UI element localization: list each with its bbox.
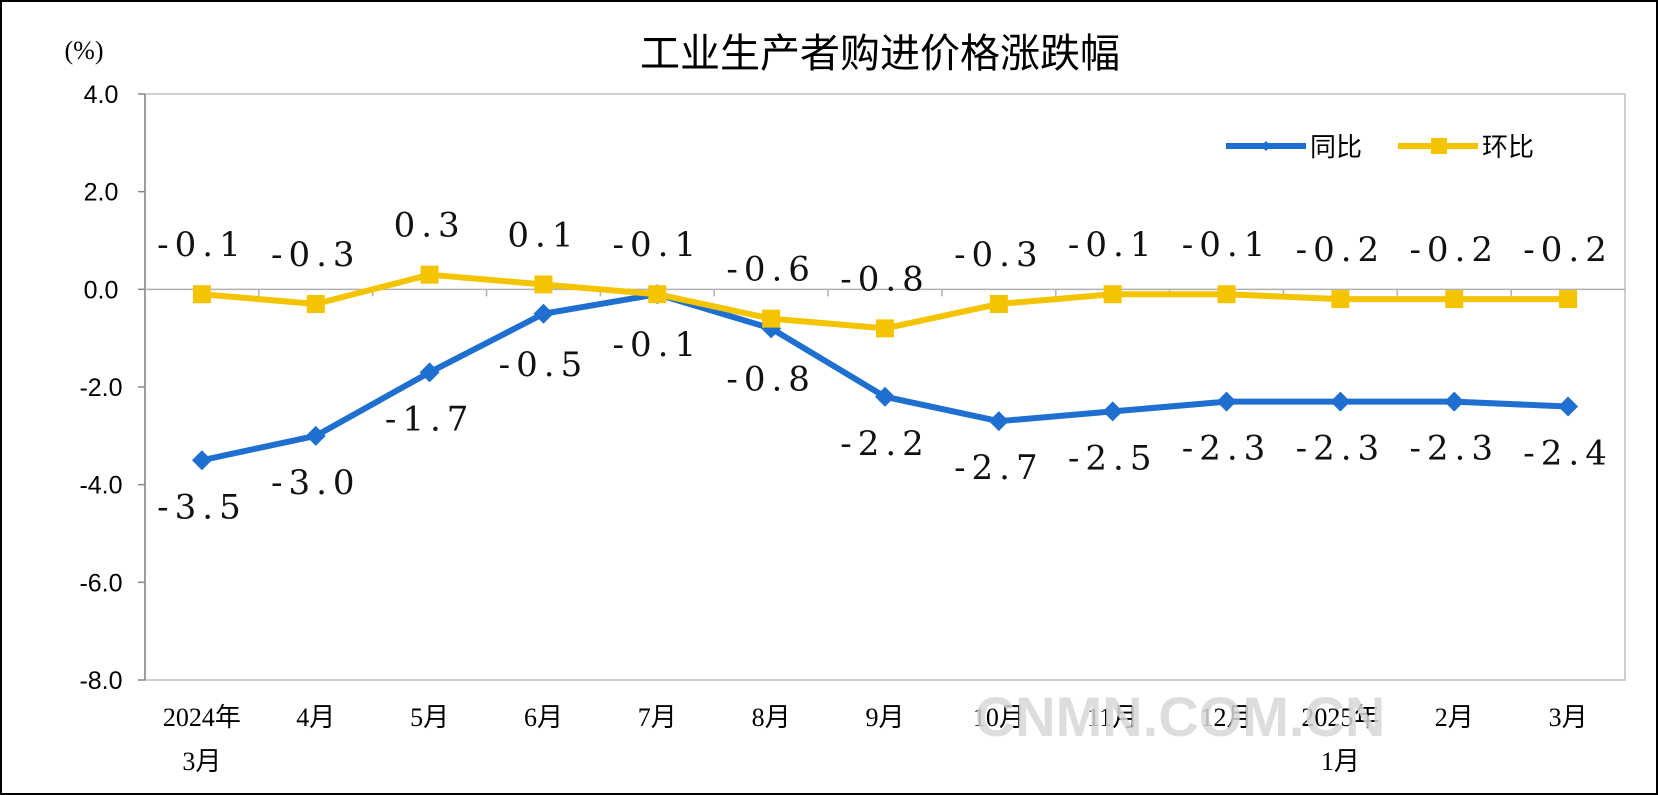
y-tick-label: 2.0 <box>84 179 119 207</box>
yoy-point <box>988 411 1009 432</box>
mom-point <box>762 309 781 328</box>
mom-point <box>420 265 439 284</box>
yoy-data-label: -2.2 <box>840 424 930 464</box>
mom-data-label: 0.1 <box>507 215 579 255</box>
yoy-data-label: -0.1 <box>613 325 703 365</box>
chart-title: 工业生产者购进价格涨跌幅 <box>640 31 1120 77</box>
yoy-data-label: -2.3 <box>1182 429 1272 469</box>
y-tick-label: 4.0 <box>84 81 119 109</box>
mom-point <box>1559 290 1578 309</box>
yoy-point <box>1444 391 1465 412</box>
y-tick-label: -8.0 <box>79 667 122 695</box>
mom-data-label: -0.2 <box>1409 230 1499 270</box>
x-tick-label: 5月 <box>410 703 449 732</box>
mom-point <box>648 285 667 304</box>
x-tick-label: 9月 <box>865 703 904 732</box>
y-unit-label: (%) <box>65 36 104 65</box>
mom-point <box>1445 290 1464 309</box>
yoy-data-label: -3.5 <box>157 487 247 527</box>
legend: 同比 环比 <box>1226 133 1534 163</box>
mom-point <box>192 285 211 304</box>
legend-swatch-marker <box>1261 141 1271 151</box>
yoy-data-label: -3.0 <box>271 463 361 503</box>
y-tick-label: -4.0 <box>79 472 122 500</box>
y-tick-label: -6.0 <box>79 569 122 597</box>
x-tick-label: 4月 <box>296 703 335 732</box>
x-tick-label: 12月 <box>1201 703 1253 732</box>
legend-swatch-marker <box>1431 138 1447 154</box>
yoy-data-label: -0.8 <box>726 359 816 399</box>
yoy-point <box>1330 391 1351 412</box>
yoy-point <box>305 425 326 446</box>
data-label-layer: -3.5 -3.0 -1.7 -0.5 -0.1 -0.8 -2.2 -2.7 -2.5 -2.3… <box>157 206 1613 528</box>
mom-data-label: 0.3 <box>394 206 466 246</box>
yoy-point <box>1102 401 1123 422</box>
mom-point <box>876 319 894 338</box>
mom-point <box>534 275 553 294</box>
mom-data-label: -0.3 <box>271 235 361 275</box>
mom-data-label: -0.6 <box>726 250 816 290</box>
yoy-point <box>533 303 554 324</box>
yoy-point <box>1216 391 1237 412</box>
mom-data-label: -0.1 <box>1068 225 1158 265</box>
mom-point <box>989 294 1008 313</box>
y-tick-label: 0.0 <box>84 276 119 304</box>
x-tick-label: 8月 <box>752 703 791 732</box>
x-tick-label: 3月 <box>182 747 221 776</box>
yoy-point <box>419 362 440 383</box>
mom-point <box>1331 290 1350 309</box>
mom-point <box>1103 285 1122 304</box>
mom-data-label: -0.3 <box>954 235 1044 275</box>
series-layer <box>191 265 1579 471</box>
yoy-data-label: -2.7 <box>954 448 1044 488</box>
yoy-data-label: -1.7 <box>385 399 475 439</box>
mom-point <box>1217 285 1236 304</box>
yoy-data-label: -2.3 <box>1296 429 1386 469</box>
y-axis: 4.0 2.0 0.0 -2.0 -4.0 -6.0 -8.0 <box>79 81 146 695</box>
mom-point <box>306 294 325 313</box>
x-tick-label: 2025年 <box>1301 703 1379 732</box>
mom-data-label: -0.2 <box>1523 230 1613 270</box>
x-tick-label: 7月 <box>638 703 677 732</box>
watermark: CNMN.COM.CN <box>975 685 1386 748</box>
x-tick-label: 2月 <box>1435 703 1474 732</box>
yoy-data-label: -0.5 <box>499 345 589 385</box>
mom-data-label: -0.1 <box>157 225 247 265</box>
x-tick-label: 10月 <box>973 703 1025 732</box>
y-tick-label: -2.0 <box>79 374 122 402</box>
yoy-data-label: -2.3 <box>1409 429 1499 469</box>
x-tick-label: 11月 <box>1087 703 1138 732</box>
legend-label: 环比 <box>1482 133 1534 163</box>
yoy-point <box>875 386 895 407</box>
x-tick-label: 1月 <box>1321 747 1360 776</box>
yoy-data-label: -2.4 <box>1523 434 1613 474</box>
x-tick-label: 2024年 <box>163 703 241 732</box>
legend-label: 同比 <box>1310 133 1362 163</box>
mom-data-label: -0.1 <box>1182 225 1272 265</box>
yoy-data-label: -2.5 <box>1068 438 1158 478</box>
x-axis: 2024年 3月 4月 5月 6月 7月 8月 9月 10月 11月 12月 2025年 1月 2月 3月 <box>145 288 1625 776</box>
mom-data-label: -0.2 <box>1296 230 1386 270</box>
x-tick-label: 3月 <box>1549 703 1588 732</box>
x-tick-label: 6月 <box>524 703 563 732</box>
yoy-point <box>191 450 212 471</box>
mom-data-label: -0.8 <box>840 259 930 299</box>
mom-data-label: -0.1 <box>613 225 703 265</box>
yoy-point <box>1558 396 1579 417</box>
